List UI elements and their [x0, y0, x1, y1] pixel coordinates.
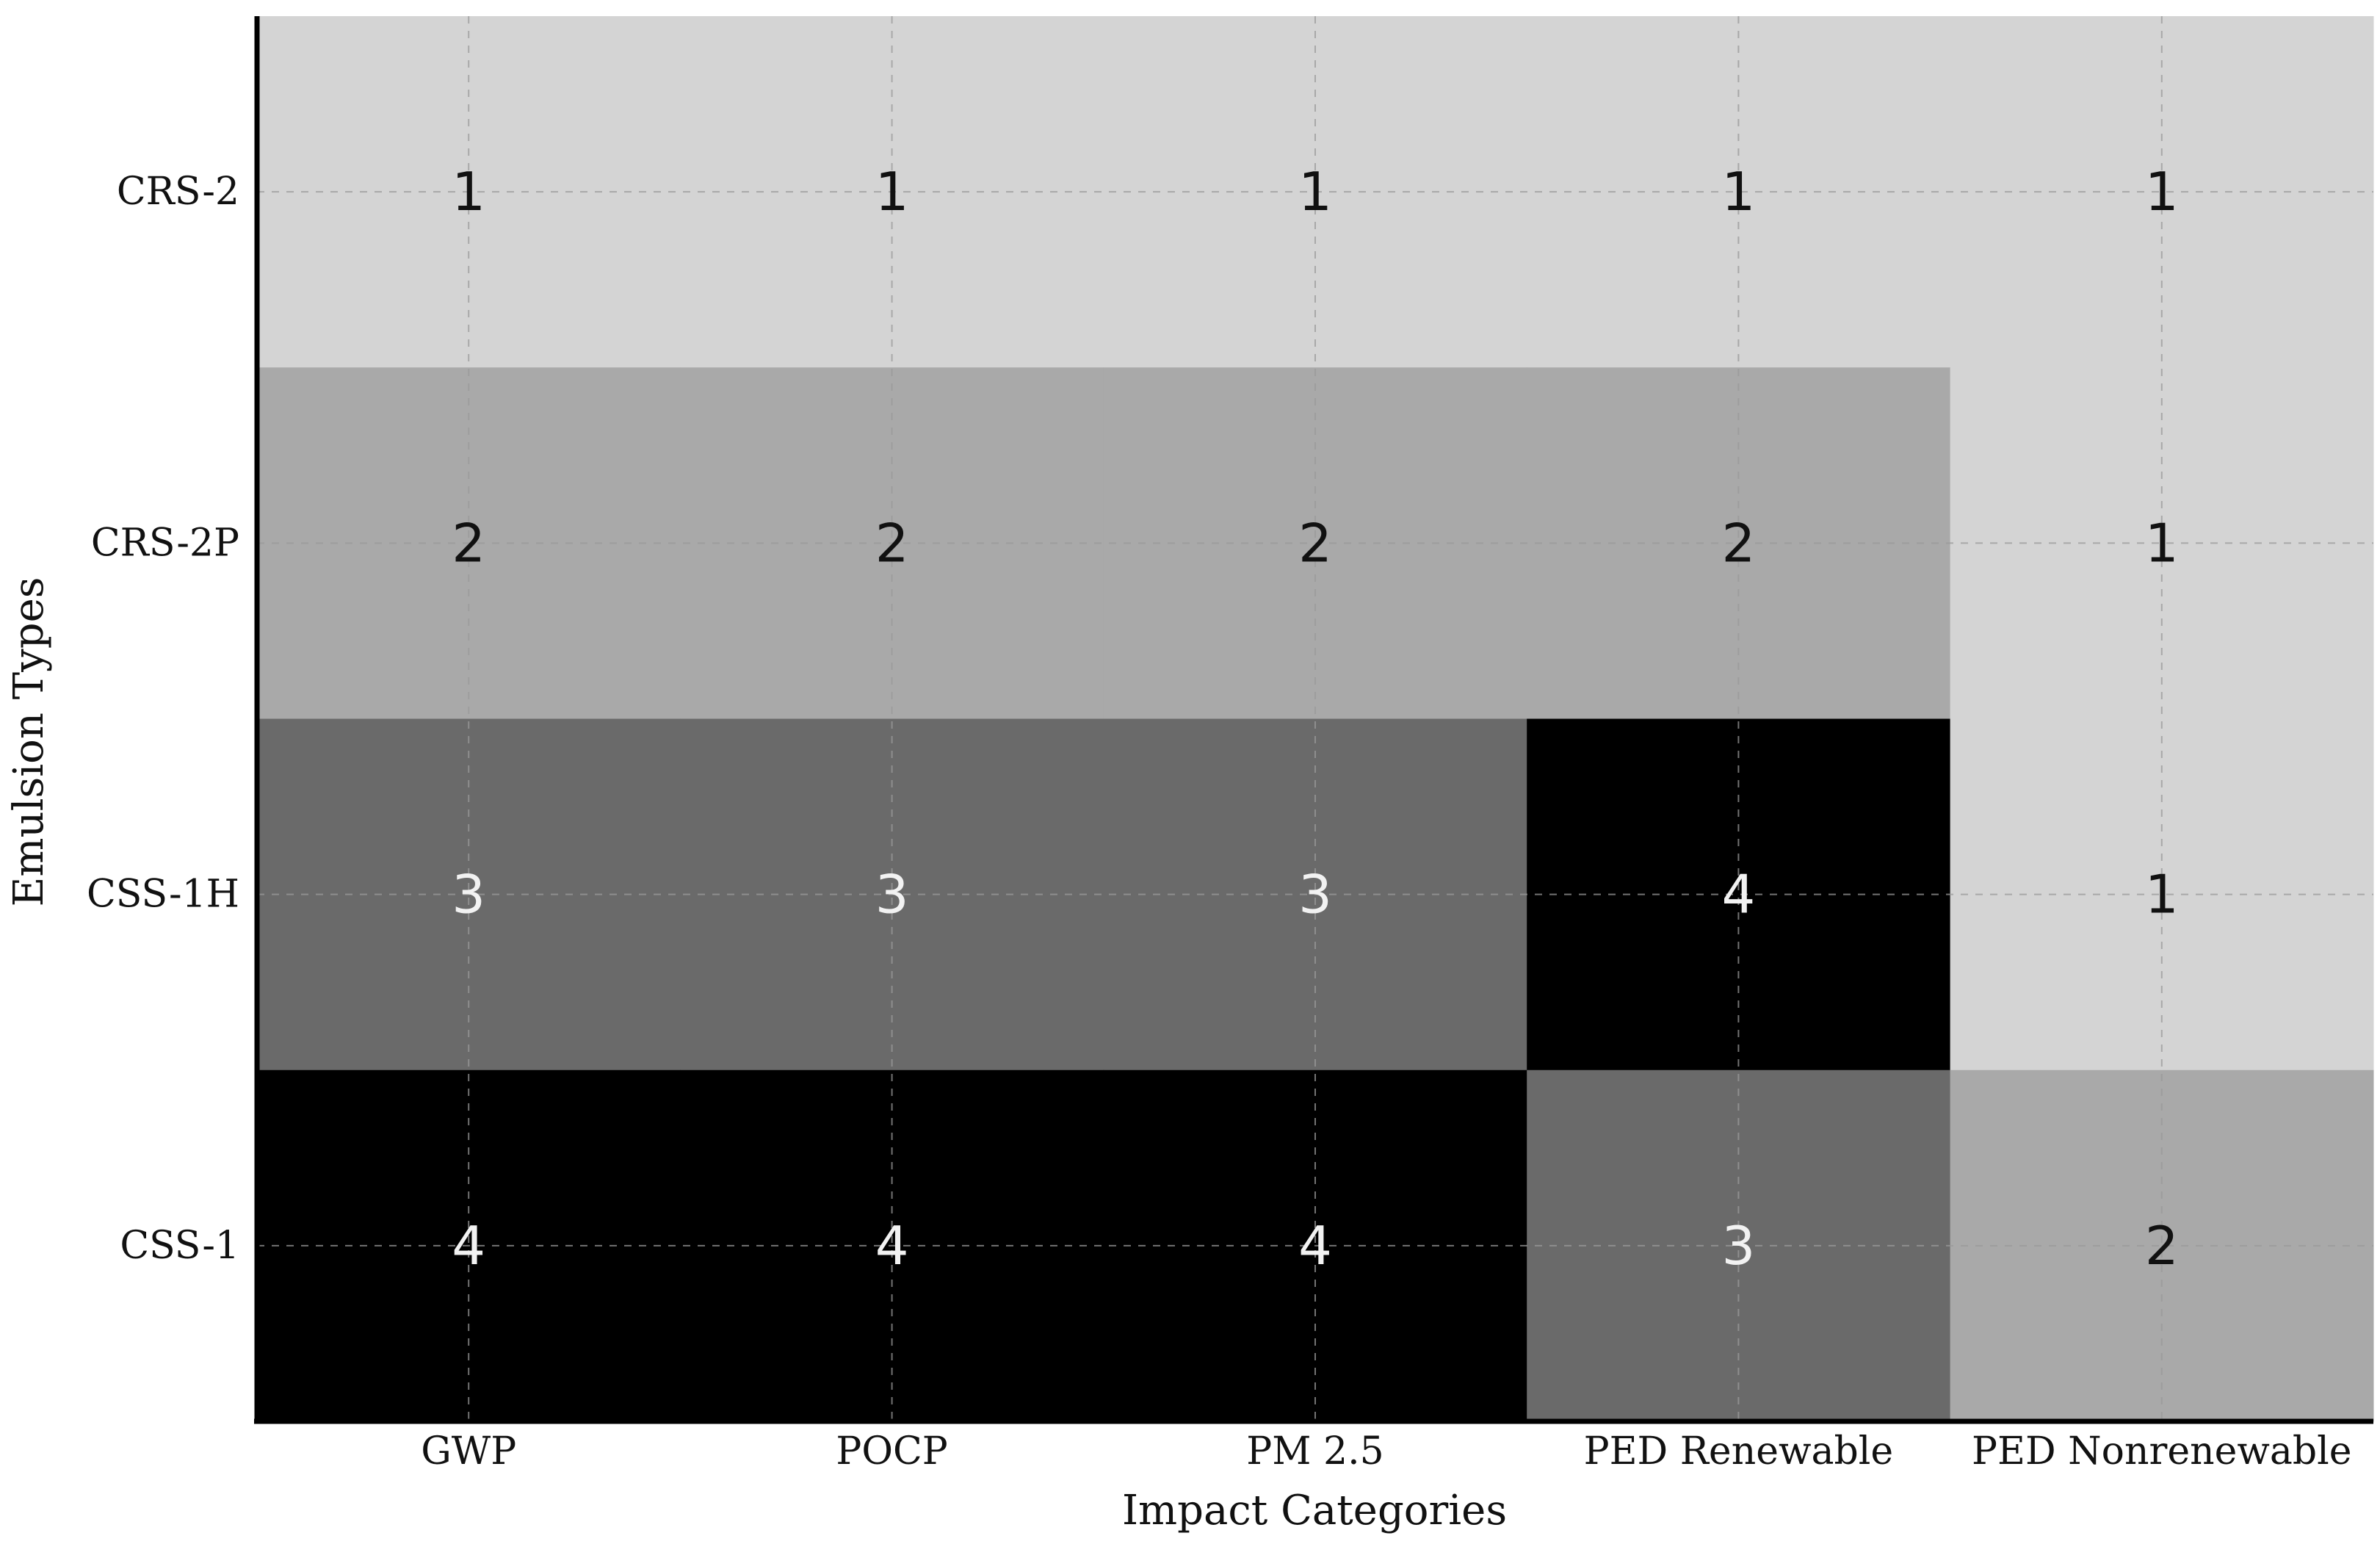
cell-value-label: 2 [1298, 512, 1332, 574]
x-tick-label-ped-nonrenewable: PED Nonrenewable [1972, 1429, 2352, 1473]
x-tick-label-ped-renewable: PED Renewable [1584, 1429, 1894, 1473]
cell-value-labels: 1 1 1 1 1 2 2 2 2 1 3 3 3 4 1 4 4 4 3 2 [452, 161, 2178, 1277]
x-axis-label: Impact Categories [1122, 1487, 1507, 1534]
cell-value-label: 4 [875, 1215, 909, 1277]
x-tick-label-gwp: GWP [421, 1429, 516, 1473]
x-tick-label-pocp: POCP [836, 1429, 947, 1473]
y-tick-label-crs-2: CRS-2 [117, 170, 239, 214]
cell-value-label: 3 [1298, 864, 1332, 926]
y-tick-label-crs-2p: CRS-2P [91, 521, 239, 565]
cell-value-label: 4 [1298, 1215, 1332, 1277]
grid-lines [257, 16, 2373, 1421]
axes [254, 16, 2373, 1424]
cell-value-label: 1 [2145, 512, 2179, 574]
cell-value-label: 1 [1721, 161, 1755, 223]
y-tick-label-css-1h: CSS-1H [87, 873, 239, 917]
cell-value-label: 4 [452, 1215, 485, 1277]
x-tick-labels: GWP POCP PM 2.5 PED Renewable PED Nonrenewab… [421, 1429, 2351, 1473]
y-tick-labels: CRS-2 CRS-2P CSS-1H CSS-1 [87, 170, 239, 1268]
x-tick-label-pm-2-5: PM 2.5 [1246, 1429, 1383, 1473]
cell-value-label: 1 [1298, 161, 1332, 223]
y-axis-label: Emulsion Types [5, 577, 53, 907]
cell-value-label: 1 [452, 161, 485, 223]
cell-value-label: 2 [1721, 512, 1755, 574]
cell-value-label: 1 [2145, 864, 2179, 926]
cell-value-label: 1 [2145, 161, 2179, 223]
y-tick-label-css-1: CSS-1 [120, 1224, 239, 1268]
cell-value-label: 2 [875, 512, 909, 574]
cell-value-label: 2 [2145, 1215, 2179, 1277]
cell-value-label: 3 [1721, 1215, 1755, 1277]
cell-value-label: 1 [875, 161, 909, 223]
cell-value-label: 3 [875, 864, 909, 926]
cell-value-label: 3 [452, 864, 485, 926]
cell-value-label: 4 [1721, 864, 1755, 926]
cell-value-label: 2 [452, 512, 485, 574]
